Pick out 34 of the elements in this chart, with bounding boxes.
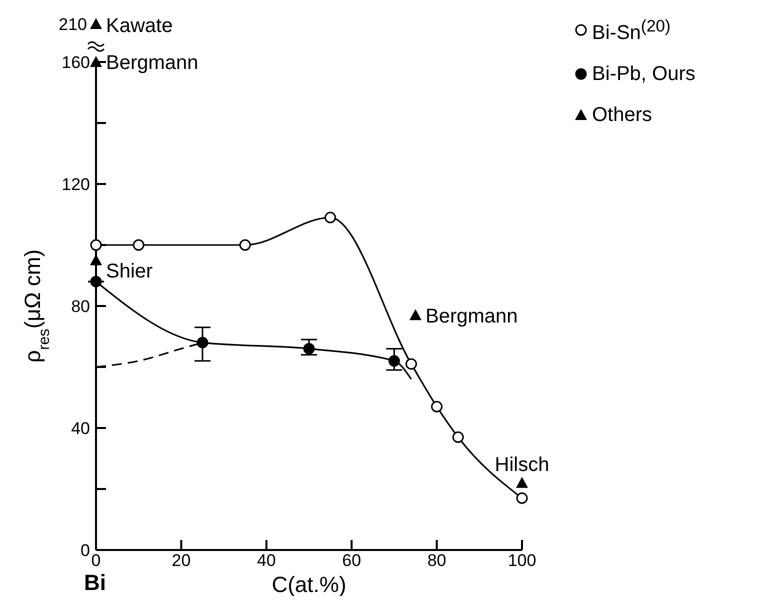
point — [132, 239, 144, 251]
point — [452, 431, 464, 443]
x-tick-label: 40 — [256, 551, 276, 570]
y-tick-label: 80 — [71, 297, 90, 316]
annotation: Bergmann — [426, 305, 518, 328]
legend-label: Bi-Pb, Ours — [592, 62, 696, 85]
annotation: Bergmann — [106, 52, 198, 74]
annotation: Hilsch — [494, 454, 550, 476]
point — [90, 239, 102, 251]
x-tick-label: 20 — [172, 551, 191, 570]
x-tick-label: 80 — [427, 551, 446, 570]
text: Bi — [84, 570, 106, 596]
point — [90, 276, 102, 288]
point — [239, 239, 251, 251]
point — [303, 342, 315, 354]
y-tick-label: 120 — [62, 175, 90, 194]
point — [90, 56, 102, 67]
text: Kawate — [106, 15, 173, 37]
x-tick-label: 60 — [342, 551, 362, 570]
point — [324, 212, 336, 224]
point — [196, 336, 208, 348]
legend-label: Bi-Sn$^{(20)}$ — [592, 16, 671, 44]
x-tick-label: 100 — [508, 551, 536, 570]
point — [410, 309, 422, 320]
point — [516, 476, 528, 488]
legend-label: Others — [592, 104, 652, 126]
point — [388, 355, 400, 367]
y-tick-label: 40 — [71, 419, 90, 438]
annotation: Shier — [106, 260, 154, 282]
point — [516, 492, 528, 504]
point — [405, 358, 417, 370]
y-tick-label: 160 — [62, 53, 90, 72]
point — [431, 400, 443, 412]
text: 210 — [58, 15, 87, 34]
